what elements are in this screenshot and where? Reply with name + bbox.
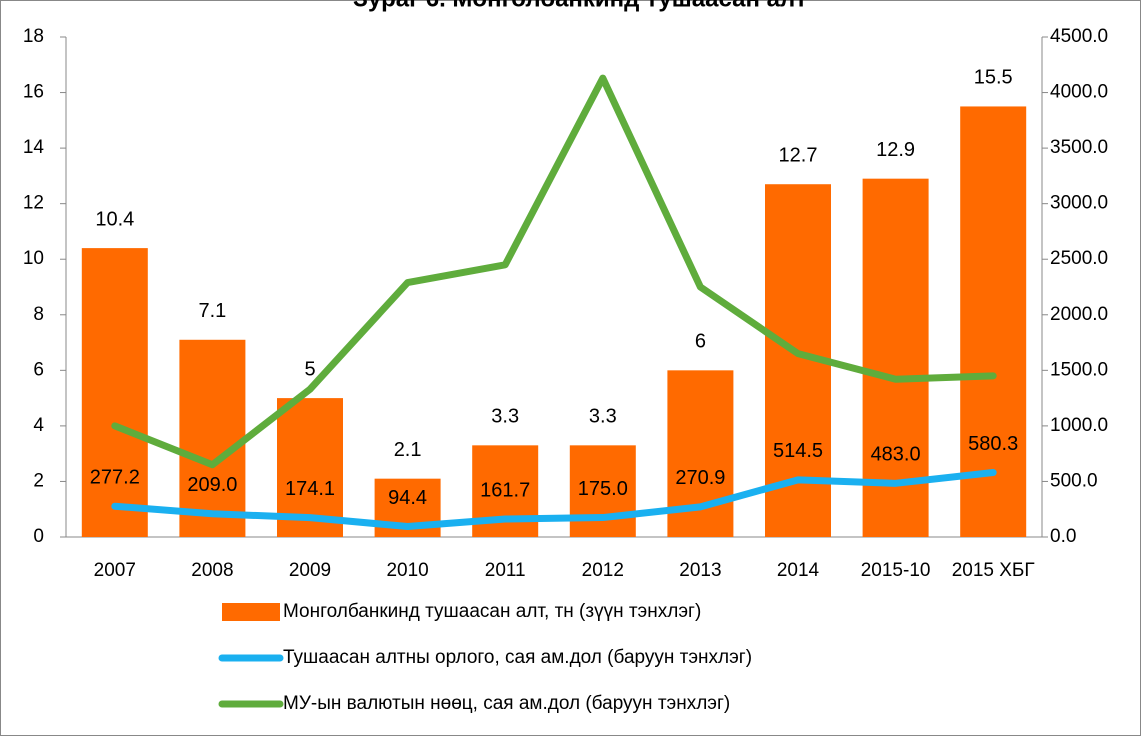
bar	[569, 445, 636, 537]
bar-label: 12.7	[779, 145, 818, 167]
x-tick-label: 2013	[679, 560, 721, 581]
line-label: 161.7	[480, 479, 530, 501]
y2-tick-label: 4500.0	[1050, 26, 1108, 47]
bar-label: 15.5	[974, 67, 1013, 89]
bar	[179, 339, 246, 537]
legend-swatch	[222, 603, 280, 621]
y-tick-label: 0	[33, 526, 44, 547]
line-label: 483.0	[871, 444, 921, 466]
x-tick-label: 2015 ХБГ	[952, 560, 1035, 581]
x-tick-label: 2010	[386, 560, 428, 581]
x-tick-label: 2007	[94, 560, 136, 581]
y-tick-label: 4	[33, 415, 44, 436]
y-tick-label: 2	[33, 470, 44, 491]
line-label: 270.9	[675, 467, 725, 489]
y-tick-label: 8	[33, 304, 44, 325]
legend-label: Тушаасан алтны орлого, сая ам.дол (баруу…	[283, 647, 752, 668]
line-label: 277.2	[90, 466, 140, 488]
line-label: 94.4	[388, 487, 427, 509]
y2-tick-label: 500.0	[1050, 470, 1098, 491]
line-label: 514.5	[773, 440, 823, 462]
bar-label: 7.1	[198, 300, 226, 322]
y2-tick-label: 2000.0	[1050, 304, 1108, 325]
legend-label: МУ-ын валютын нөөц, сая ам.дол (баруун т…	[283, 693, 730, 714]
x-tick-label: 2012	[582, 560, 624, 581]
legend-label: Монголбанкинд тушаасан алт, тн (зүүн тэн…	[283, 601, 701, 622]
y-tick-label: 10	[23, 248, 44, 269]
y2-tick-label: 3000.0	[1050, 193, 1108, 214]
line	[111, 74, 997, 469]
y2-tick-label: 3500.0	[1050, 137, 1108, 158]
bar-label: 5	[304, 358, 315, 380]
line-label: 175.0	[578, 478, 628, 500]
y-tick-label: 6	[33, 359, 44, 380]
bar-label: 12.9	[876, 139, 915, 161]
bar-label: 6	[695, 331, 706, 353]
y-tick-label: 14	[23, 137, 45, 158]
x-tick-label: 2008	[191, 560, 233, 581]
bar-label: 2.1	[394, 439, 422, 461]
chart-title: Зураг 6. Монголбанкинд тушаасан алт	[353, 0, 807, 12]
bar-label: 3.3	[589, 406, 617, 428]
x-tick-label: 2014	[777, 560, 820, 581]
line-label: 209.0	[187, 474, 237, 496]
line	[111, 469, 997, 531]
y2-tick-label: 1500.0	[1050, 359, 1108, 380]
bar	[81, 248, 148, 537]
y-tick-label: 16	[23, 82, 44, 103]
x-tick-label: 2011	[485, 560, 526, 581]
bar	[960, 106, 1027, 537]
y-tick-label: 18	[23, 26, 44, 47]
y2-tick-label: 0.0	[1050, 526, 1076, 547]
bar	[862, 178, 929, 537]
x-tick-label: 2009	[289, 560, 331, 581]
line-label: 580.3	[968, 433, 1018, 455]
y2-tick-label: 1000.0	[1050, 415, 1108, 436]
y-tick-label: 12	[23, 193, 44, 214]
y2-tick-label: 4000.0	[1050, 82, 1108, 103]
bar-label: 10.4	[95, 208, 134, 230]
bar-label: 3.3	[491, 406, 519, 428]
line-label: 174.1	[285, 478, 335, 500]
x-tick-label: 2015-10	[861, 560, 931, 581]
y2-tick-label: 2500.0	[1050, 248, 1108, 269]
